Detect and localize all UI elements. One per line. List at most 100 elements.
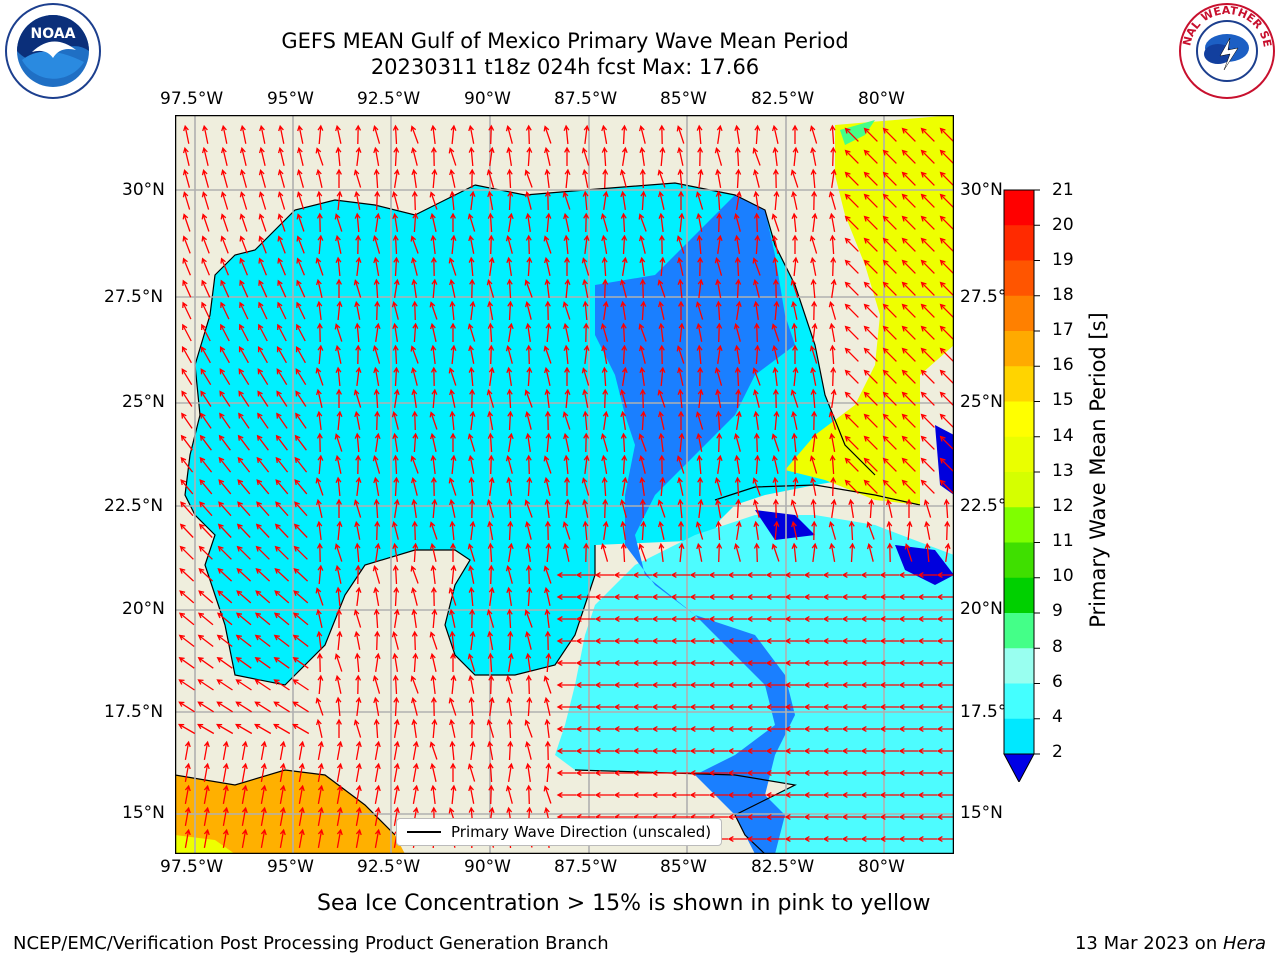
wave-arrow: [882, 149, 897, 164]
wave-arrow: [882, 347, 897, 362]
wave-arrow: [410, 125, 419, 144]
wave-arrow: [316, 212, 323, 233]
wave-arrow: [373, 476, 380, 497]
wave-arrow: [355, 256, 362, 276]
wave-arrow: [198, 545, 213, 560]
wave-arrow: [273, 657, 290, 669]
wave-arrow: [906, 498, 912, 518]
wave-arrow: [335, 454, 342, 474]
wave-arrow: [355, 740, 362, 761]
wave-arrow: [920, 259, 935, 274]
wave-arrow: [753, 300, 760, 320]
wave-arrow: [392, 432, 399, 453]
wave-arrow: [316, 190, 323, 210]
wave-arrow: [811, 190, 818, 211]
wave-arrow: [860, 572, 880, 578]
wave-arrow: [507, 542, 514, 563]
wave-arrow: [179, 567, 195, 582]
wave-arrow: [181, 346, 192, 364]
wave-arrow: [182, 213, 191, 232]
wave-arrow: [239, 323, 249, 342]
wave-arrow: [260, 762, 267, 783]
wave-arrow: [315, 388, 323, 408]
wave-arrow: [354, 520, 361, 540]
wave-arrow: [753, 542, 760, 563]
colorbar-tick: 6: [1052, 672, 1063, 692]
wave-arrow: [784, 638, 804, 644]
wave-arrow: [391, 410, 399, 430]
wave-arrow: [543, 675, 552, 694]
wave-arrow: [373, 608, 380, 629]
wave-arrow: [335, 124, 342, 144]
wave-arrow: [524, 719, 533, 738]
wave-arrow: [430, 124, 437, 144]
wave-arrow: [240, 124, 247, 144]
wave-arrow: [809, 235, 818, 254]
wave-arrow: [180, 501, 194, 517]
wave-arrow: [220, 279, 230, 298]
wave-arrow: [467, 213, 476, 232]
wave-arrow: [505, 784, 513, 804]
wave-arrow: [295, 346, 306, 364]
wave-arrow: [220, 146, 228, 166]
colorbar-tick: 17: [1052, 320, 1074, 340]
wave-arrow: [830, 476, 837, 497]
wave-arrow: [236, 590, 252, 604]
wave-arrow: [277, 257, 287, 276]
wave-arrow: [525, 652, 532, 672]
wave-arrow: [448, 477, 457, 496]
wave-arrow: [898, 704, 918, 710]
wave-arrow: [651, 616, 671, 622]
wave-arrow: [430, 674, 437, 694]
wave-arrow: [486, 608, 495, 628]
wave-arrow: [412, 740, 419, 761]
wave-arrow: [198, 523, 213, 538]
wave-arrow: [697, 388, 704, 408]
lon-label-top: 80°W: [858, 89, 905, 109]
wave-arrow: [765, 572, 785, 578]
wave-arrow: [556, 616, 576, 622]
wave-arrow: [296, 191, 305, 210]
wave-arrow: [374, 762, 381, 783]
wave-arrow: [277, 191, 286, 210]
wave-arrow: [316, 410, 323, 430]
wave-arrow: [563, 454, 570, 475]
wave-arrow: [239, 168, 248, 188]
wave-arrow: [841, 572, 861, 578]
wave-arrow: [505, 344, 513, 364]
wave-arrow: [944, 520, 951, 541]
wave-arrow: [392, 542, 399, 563]
wave-arrow: [765, 594, 785, 600]
wave-arrow: [716, 212, 723, 233]
wave-arrow: [632, 748, 652, 754]
wave-arrow: [803, 660, 823, 666]
wave-arrow: [201, 168, 210, 188]
wave-arrow: [182, 257, 192, 276]
colorbar-scale: [1003, 189, 1040, 784]
wave-arrow: [879, 770, 899, 776]
wave-arrow: [199, 501, 213, 517]
wave-arrow: [773, 520, 780, 541]
wave-arrow: [715, 278, 722, 299]
wave-arrow: [355, 762, 362, 783]
wave-arrow: [803, 770, 823, 776]
wave-arrow: [735, 410, 742, 431]
wave-arrow: [488, 696, 495, 716]
wave-arrow: [830, 278, 837, 298]
wave-arrow: [431, 388, 438, 409]
wave-arrow: [822, 704, 842, 710]
wave-arrow: [258, 279, 268, 298]
wave-arrow: [448, 367, 457, 386]
wave-arrow: [733, 432, 741, 452]
wave-arrow: [810, 476, 817, 496]
wave-arrow: [235, 612, 252, 626]
wave-arrow: [917, 726, 937, 732]
wave-arrow: [920, 457, 935, 472]
footer-date: 13 Mar 2023 on: [1074, 933, 1223, 954]
wave-arrow: [392, 124, 399, 145]
wave-arrow: [714, 366, 723, 386]
wave-arrow: [792, 256, 799, 277]
wave-arrow: [556, 748, 576, 754]
wave-arrow: [792, 146, 799, 167]
lon-label-bottom: 97.5°W: [160, 857, 224, 877]
